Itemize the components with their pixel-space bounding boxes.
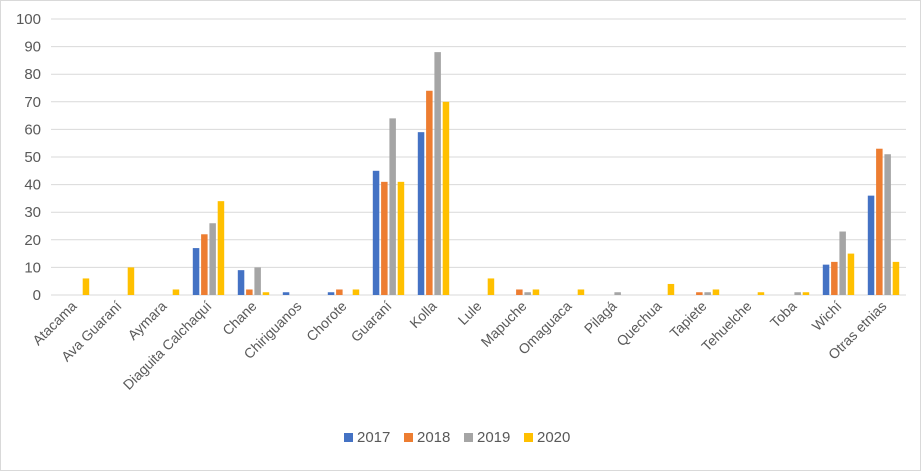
legend-label: 2017 <box>357 429 390 446</box>
x-tick-label: Chorote <box>303 298 350 345</box>
bar-2019 <box>704 292 711 295</box>
bar-2018 <box>246 289 253 295</box>
x-tick-label: Aymara <box>124 298 169 343</box>
y-tick-label: 30 <box>24 204 41 221</box>
bar-2019 <box>839 231 846 295</box>
x-tick-label: Diaguita Calchaquí <box>120 298 215 393</box>
legend-swatch-2019 <box>464 433 473 442</box>
y-tick-label: 70 <box>24 94 41 111</box>
x-tick-label: Kolla <box>406 298 439 331</box>
bar-2017 <box>192 248 200 295</box>
y-tick-label: 0 <box>33 287 41 304</box>
bar-2020 <box>802 292 810 295</box>
legend-label: 2020 <box>537 429 570 446</box>
y-tick-label: 10 <box>24 259 41 276</box>
bar-2020 <box>262 292 270 295</box>
bar-2018 <box>831 261 838 295</box>
bar-2020 <box>532 289 540 295</box>
bar-2020 <box>127 267 135 295</box>
bar-2020 <box>82 278 90 295</box>
bar-2020 <box>172 289 180 295</box>
bar-2020 <box>487 278 495 295</box>
bar-2020 <box>847 253 855 295</box>
legend-label: 2018 <box>417 429 450 446</box>
x-tick-label: Tapiete <box>666 298 709 341</box>
bar-2017 <box>327 292 335 295</box>
bar-2019 <box>209 223 216 295</box>
x-tick-label: Chane <box>219 298 260 339</box>
x-tick-label: Guaraní <box>348 298 395 345</box>
bar-2018 <box>516 289 523 295</box>
y-tick-label: 50 <box>24 149 41 166</box>
y-tick-label: 40 <box>24 177 41 194</box>
bar-2019 <box>794 292 801 295</box>
x-tick-label: Lule <box>455 298 485 328</box>
x-tick-label: Toba <box>767 298 800 331</box>
bar-2020 <box>757 292 765 295</box>
bar-2020 <box>217 201 225 295</box>
bar-2018 <box>876 148 883 295</box>
bar-2018 <box>201 234 208 295</box>
y-tick-label: 90 <box>24 39 41 56</box>
bar-2017 <box>417 132 425 295</box>
bar-2018 <box>336 289 343 295</box>
legend-swatch-2018 <box>404 433 413 442</box>
bar-2019 <box>389 118 396 295</box>
x-tick-label: Tehuelche <box>698 298 755 355</box>
bar-2020 <box>397 181 405 295</box>
bar-2019 <box>254 267 261 295</box>
bar-2019 <box>614 292 621 295</box>
bar-2020 <box>892 261 900 295</box>
bar-2017 <box>867 195 875 295</box>
bar-2019 <box>524 292 531 295</box>
bar-2018 <box>426 90 433 295</box>
bar-2019 <box>434 52 441 296</box>
x-tick-label: Pilagá <box>581 298 620 337</box>
y-tick-label: 100 <box>16 11 41 28</box>
bar-2018 <box>381 181 388 295</box>
bar-2020 <box>712 289 720 295</box>
y-tick-label: 80 <box>24 66 41 83</box>
bar-2019 <box>884 154 891 295</box>
x-tick-label: Wichí <box>809 298 845 334</box>
bar-2020 <box>352 289 360 295</box>
bar-2017 <box>237 270 245 295</box>
bar-2020 <box>442 101 450 295</box>
bar-2020 <box>667 283 675 295</box>
legend-label: 2019 <box>477 429 510 446</box>
bar-2017 <box>822 264 830 295</box>
x-tick-label: Quechua <box>613 298 665 350</box>
y-tick-label: 20 <box>24 232 41 249</box>
bar-2017 <box>282 292 290 295</box>
legend-swatch-2017 <box>344 433 353 442</box>
y-tick-label: 60 <box>24 121 41 138</box>
bar-2018 <box>696 292 703 295</box>
bar-2020 <box>577 289 585 295</box>
bar-2017 <box>372 170 380 295</box>
legend-swatch-2020 <box>524 433 533 442</box>
